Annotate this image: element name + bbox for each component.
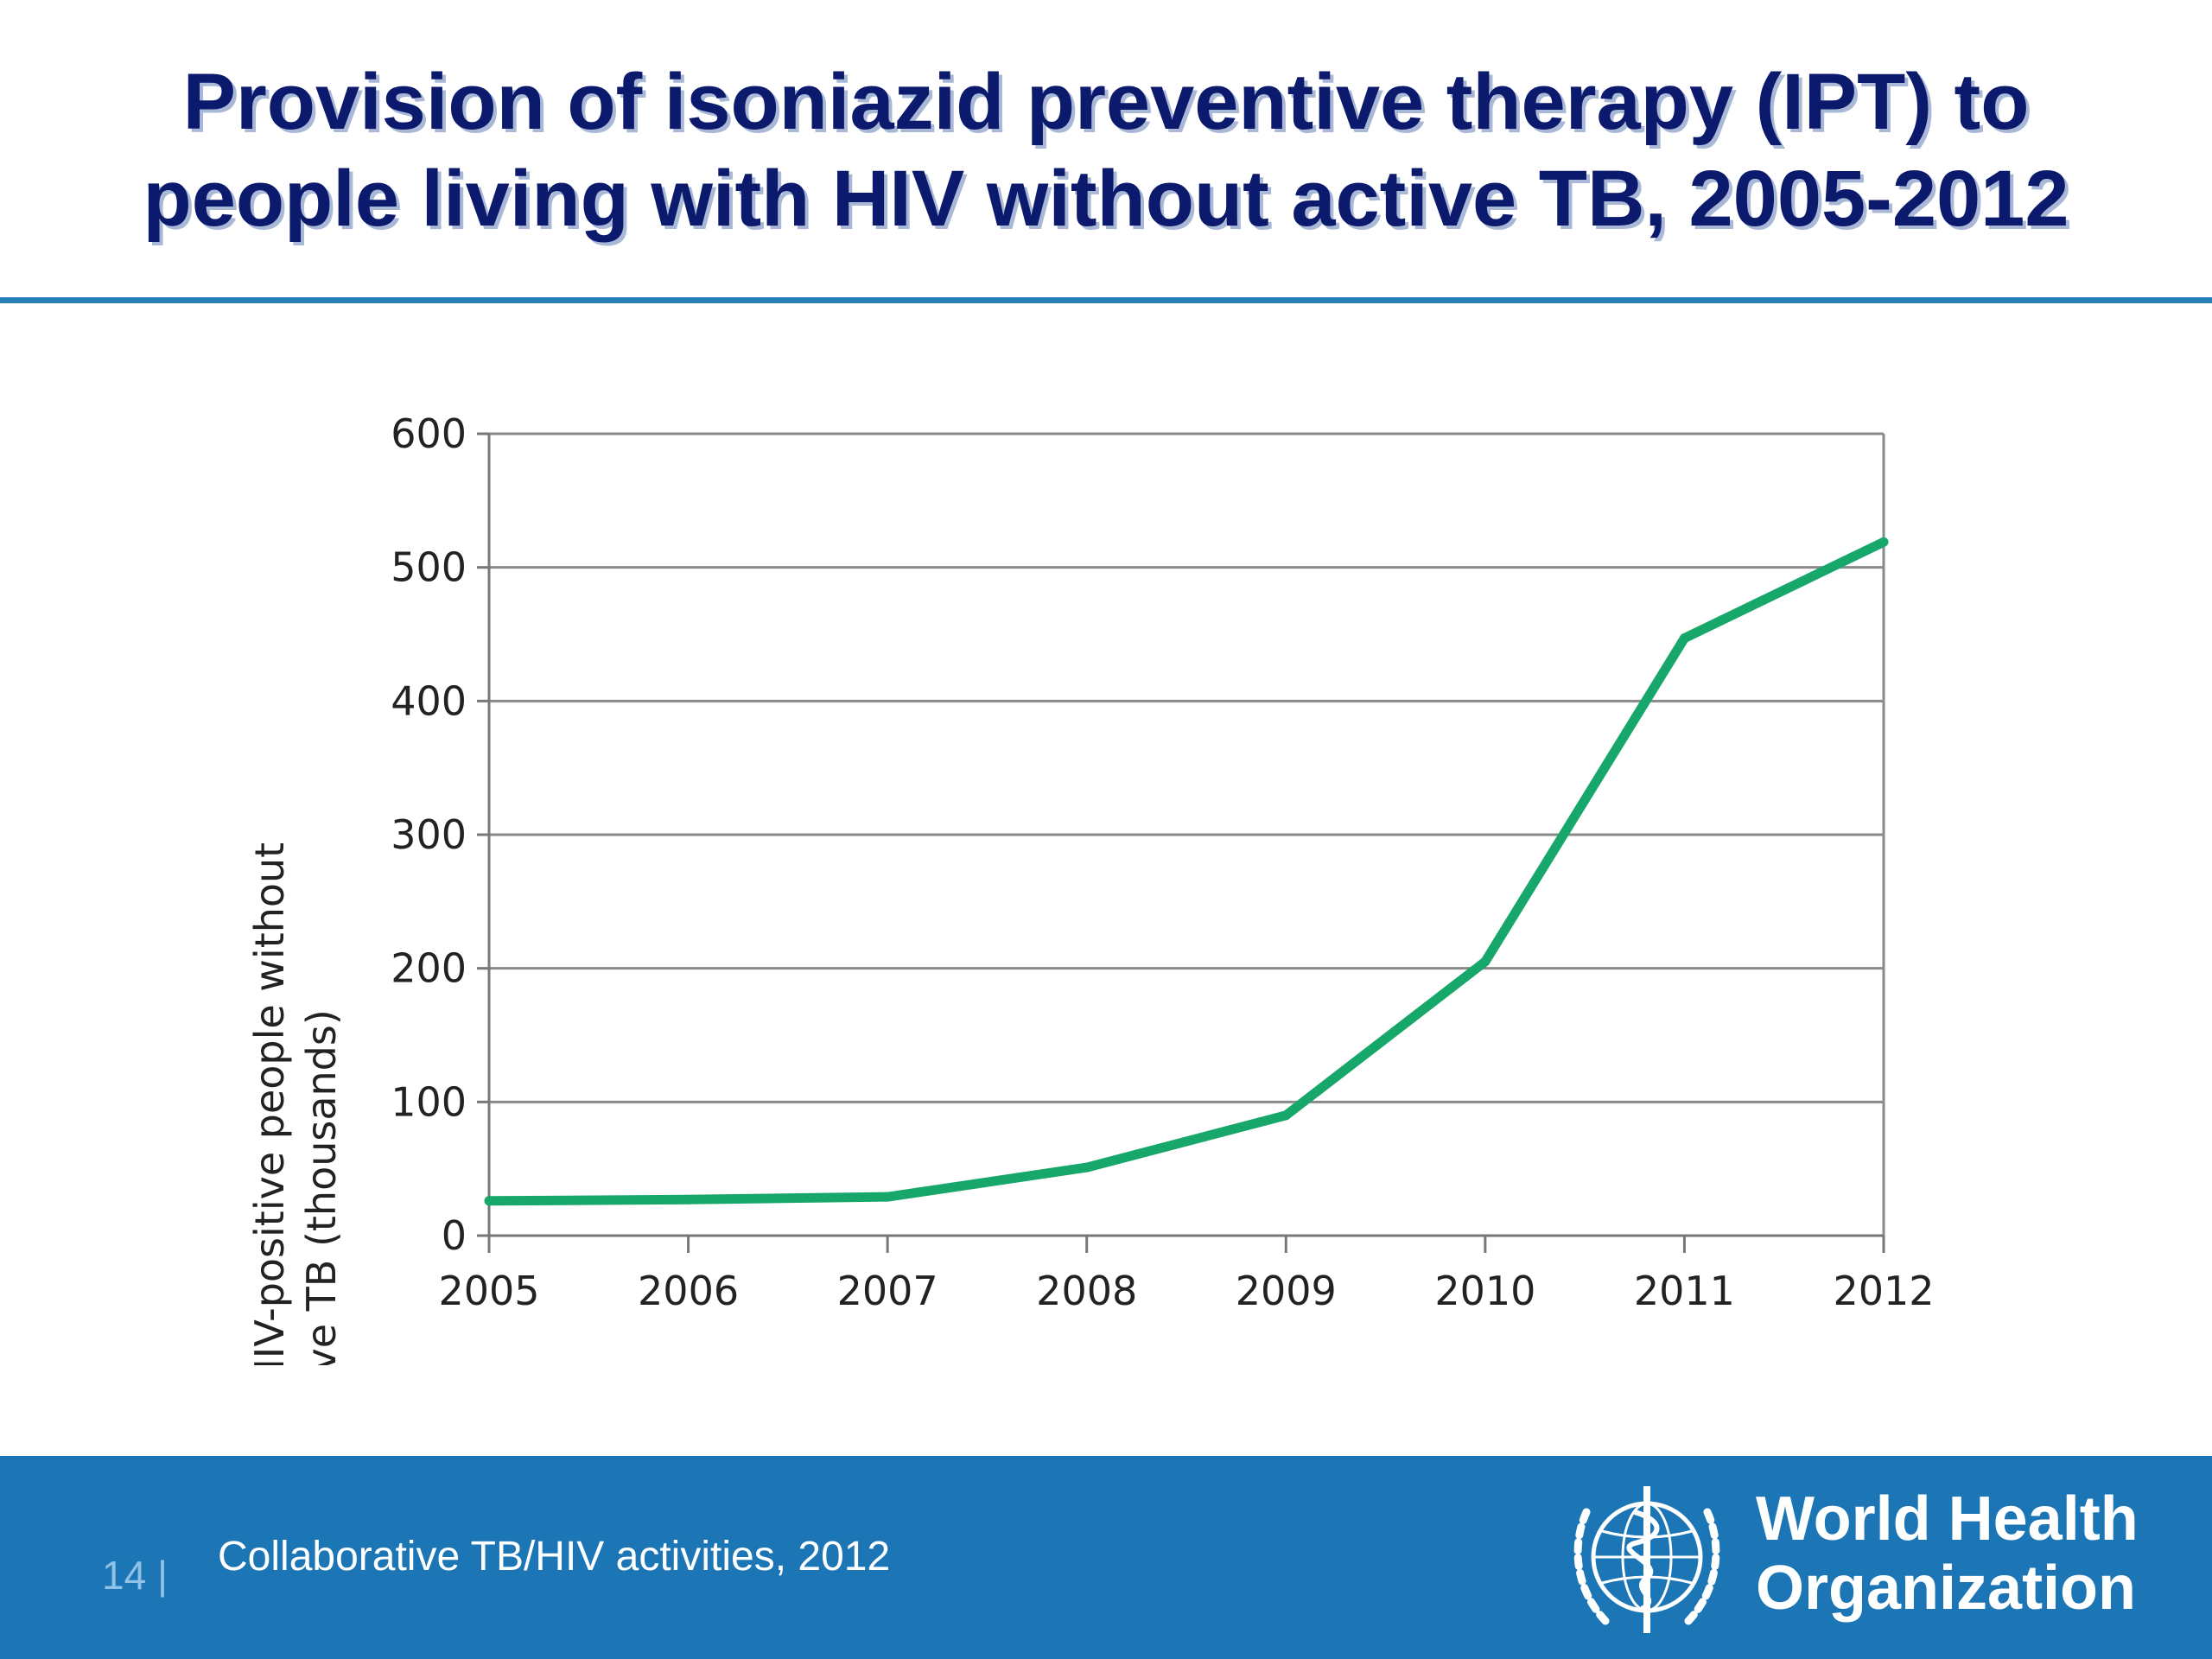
slide-title-line2: people living with HIV without active TB… — [143, 155, 2069, 243]
x-tick-label-2011: 2011 — [1634, 1268, 1735, 1314]
data-point-2006 — [683, 1194, 694, 1205]
data-point-2009 — [1281, 1110, 1291, 1121]
y-tick-label-500: 500 — [391, 544, 467, 591]
slide-title-line1: Provision of isoniazid preventive therap… — [182, 58, 2030, 146]
chart-series — [484, 537, 1889, 1206]
slide-title: Provision of isoniazid preventive therap… — [35, 54, 2177, 247]
y-tick-label-300: 300 — [391, 811, 467, 858]
y-tick-label-100: 100 — [391, 1078, 467, 1125]
data-point-2012 — [1878, 537, 1889, 547]
data-point-2010 — [1480, 957, 1491, 967]
footer-bar — [0, 1456, 2212, 1659]
x-tick-label-2005: 2005 — [438, 1268, 539, 1314]
who-emblem-icon — [1573, 1486, 1720, 1633]
x-tick-label-2007: 2007 — [837, 1268, 938, 1314]
who-name-line1: World Health — [1756, 1484, 2139, 1554]
line-chart: 0 100 200 300 400 500 600 2005 2006 2007 2008 2009… — [246, 410, 1935, 1365]
data-point-2008 — [1082, 1162, 1092, 1173]
data-point-2007 — [882, 1192, 893, 1202]
footer-source: Collaborative TB/HIV activities, 2012 — [218, 1534, 891, 1580]
who-logo-text: World Health Organization — [1756, 1484, 2139, 1623]
x-tick-label-2009: 2009 — [1236, 1268, 1337, 1314]
y-axis-label-line1: Number of HIV-positive people without — [246, 842, 293, 1365]
data-point-2011 — [1679, 633, 1689, 644]
x-tick-label-2006: 2006 — [638, 1268, 739, 1314]
who-name-line2: Organization — [1756, 1554, 2137, 1623]
x-tick-label-2012: 2012 — [1833, 1268, 1934, 1314]
y-tick-label-0: 0 — [442, 1212, 467, 1259]
x-axis-ticks: 2005 2006 2007 2008 2009 2010 2011 2012 — [438, 1236, 1935, 1314]
chart-grid — [489, 432, 1884, 1103]
y-axis-ticks: 0 100 200 300 400 500 600 — [391, 410, 489, 1259]
y-tick-label-200: 200 — [391, 945, 467, 992]
y-tick-label-600: 600 — [391, 410, 467, 457]
x-tick-label-2010: 2010 — [1434, 1268, 1535, 1314]
data-point-2005 — [484, 1196, 494, 1206]
x-tick-label-2008: 2008 — [1036, 1268, 1137, 1314]
y-axis-label-line2: active TB (thousands) — [298, 1009, 345, 1365]
series-line-0 — [488, 537, 1886, 1206]
page-number: 14 | — [102, 1553, 168, 1598]
y-tick-label-400: 400 — [391, 677, 467, 724]
title-divider — [0, 297, 2212, 303]
